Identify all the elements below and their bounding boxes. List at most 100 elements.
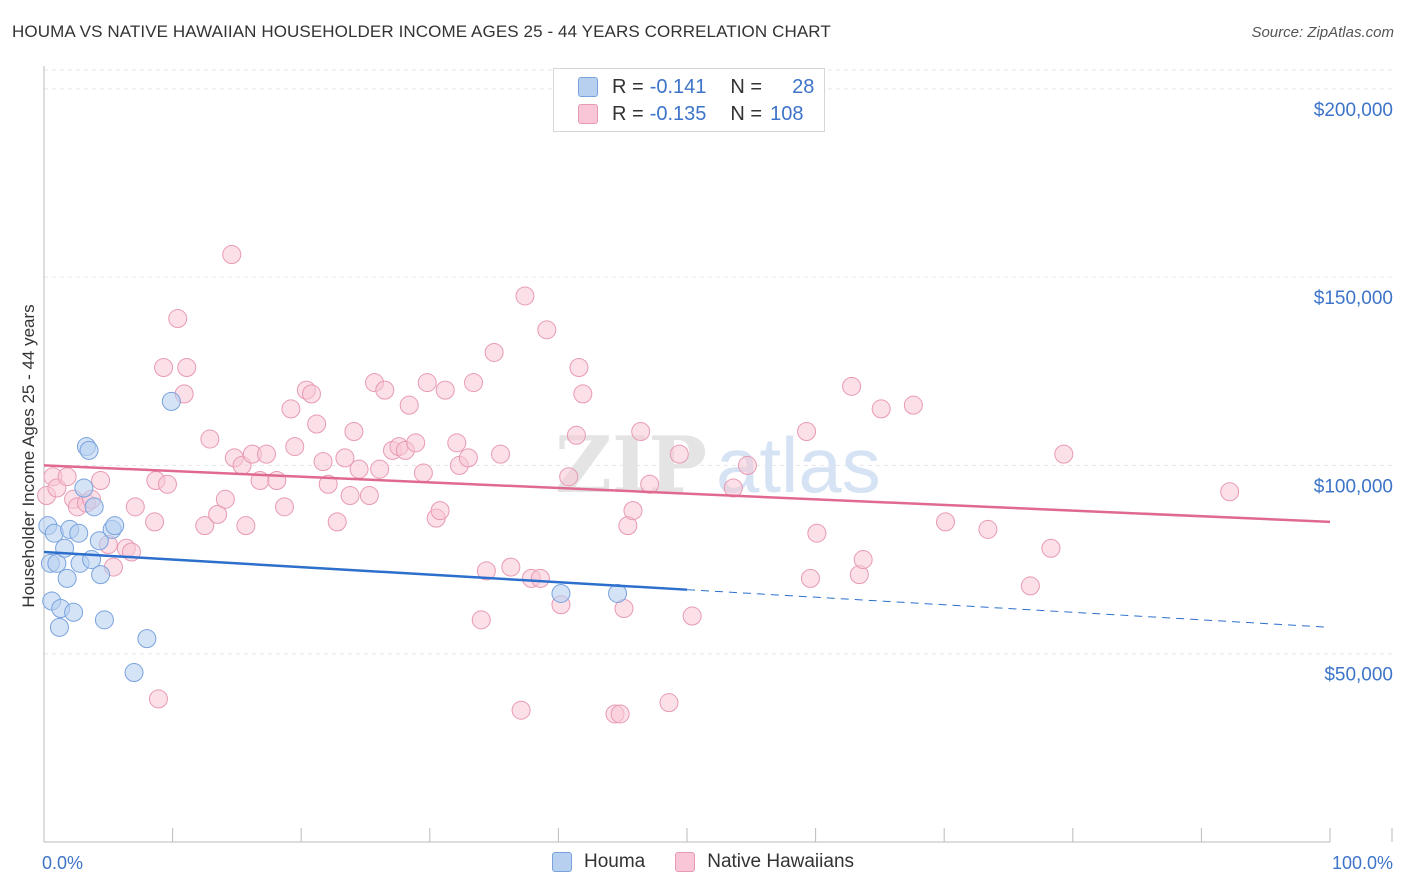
houma-point	[91, 565, 111, 585]
houma-point	[105, 516, 125, 536]
houma-point	[124, 663, 144, 683]
axes	[43, 66, 1393, 843]
native-hawaiians-point	[623, 501, 643, 521]
native-hawaiians-point	[476, 561, 496, 581]
native-hawaiians-point	[375, 380, 395, 400]
native-hawaiians-point	[430, 501, 450, 521]
native-hawaiians-point	[435, 380, 455, 400]
native-hawaiians-point	[978, 519, 998, 539]
native-hawaiians-point	[413, 463, 433, 483]
native-hawaiians-point	[511, 700, 531, 720]
y-tick-label: $150,000	[1314, 288, 1393, 309]
y-tick-label: $50,000	[1324, 665, 1393, 686]
native-hawaiians-point	[659, 693, 679, 713]
r-label: R =	[612, 75, 644, 98]
y-tick-labels: $50,000 $100,000 $150,000 $200,000	[1314, 100, 1393, 686]
native-hawaiians-point	[281, 399, 301, 419]
native-hawaiians-point	[530, 568, 550, 588]
native-hawaiians-point	[631, 422, 651, 442]
native-hawaiians-points	[37, 245, 1240, 724]
native-hawaiians-point	[327, 512, 347, 532]
native-hawaiians-point	[807, 523, 827, 543]
native-hawaiians-point	[335, 448, 355, 468]
native-hawaiians-point	[935, 512, 955, 532]
y-tick-label: $100,000	[1314, 476, 1393, 497]
native-hawaiians-point	[318, 474, 338, 494]
chart-title: HOUMA VS NATIVE HAWAIIAN HOUSEHOLDER INC…	[12, 22, 831, 41]
native-hawaiians-point	[464, 373, 484, 393]
native-hawaiians-point	[307, 414, 327, 434]
houma-point	[57, 568, 77, 588]
native-hawaiians-point	[491, 444, 511, 464]
houma-point	[84, 497, 104, 517]
trend-lines	[43, 464, 1331, 628]
native-hawaiians-point	[340, 486, 360, 506]
native-hawaiians-swatch	[578, 104, 598, 124]
y-axis-label: Householder Income Ages 25 - 44 years	[19, 304, 38, 607]
houma-trend-extension	[686, 589, 1331, 628]
native-hawaiians-point	[200, 429, 220, 449]
x-tick-label-max: 100.0%	[1332, 853, 1393, 873]
native-hawaiians-point	[417, 373, 437, 393]
native-hawaiians-point	[471, 610, 491, 630]
native-hawaiians-point	[236, 516, 256, 536]
houma-point	[551, 583, 571, 603]
x-tick-labels: 0.0% 100.0%	[42, 853, 1393, 873]
source-label: Source: ZipAtlas.com	[1251, 24, 1394, 41]
native-hawaiians-point	[208, 504, 228, 524]
native-hawaiians-point	[148, 689, 168, 709]
n-value: 108	[770, 102, 804, 125]
series-legend: Houma Native Hawaiians	[0, 851, 1406, 873]
native-hawaiians-point	[399, 395, 419, 415]
native-hawaiians-point	[274, 497, 294, 517]
native-hawaiians-point	[301, 384, 321, 404]
native-hawaiians-point	[797, 422, 817, 442]
native-hawaiians-point	[853, 550, 873, 570]
native-hawaiians-point	[723, 478, 743, 498]
n-label: N =	[730, 75, 763, 98]
houma-point	[79, 440, 99, 460]
native-hawaiians-point	[566, 425, 586, 445]
native-hawaiians-point	[800, 568, 820, 588]
native-hawaiians-point	[91, 470, 111, 490]
native-hawaiians-point	[569, 358, 589, 378]
correlation-legend: R = -0.141 N = 28 R = -0.135 N = 108	[553, 68, 825, 132]
native-hawaiians-point	[842, 376, 862, 396]
native-hawaiians-point	[537, 320, 557, 340]
native-hawaiians-point	[559, 467, 579, 487]
r-label: R =	[612, 102, 644, 125]
houma-point	[89, 531, 109, 551]
native-hawaiians-point	[610, 704, 630, 724]
native-hawaiians-point	[1020, 576, 1040, 596]
native-hawaiians-point	[1041, 538, 1061, 558]
native-hawaiians-point	[349, 459, 369, 479]
native-hawaiians-point	[215, 489, 235, 509]
native-hawaiians-trend-line	[43, 464, 1331, 524]
houma-point	[49, 617, 69, 637]
native-hawaiians-point	[57, 467, 77, 487]
houma-point	[137, 629, 157, 649]
native-hawaiians-point	[515, 286, 535, 306]
houma-points	[38, 391, 628, 683]
native-hawaiians-point	[157, 474, 177, 494]
houma-trend-line	[43, 550, 688, 591]
native-hawaiians-point	[195, 516, 215, 536]
native-hawaiians-point	[359, 486, 379, 506]
houma-swatch	[578, 77, 598, 97]
native-hawaiians-point	[458, 448, 478, 468]
native-hawaiians-point	[370, 459, 390, 479]
houma-point	[47, 553, 67, 573]
houma-point	[161, 391, 181, 411]
legend-row-native-hawaiians: R = -0.135 N = 108	[578, 101, 803, 127]
native-hawaiians-swatch	[675, 852, 696, 872]
native-hawaiians-point	[1220, 482, 1240, 502]
legend-item-houma: Houma	[551, 851, 646, 873]
houma-swatch	[551, 852, 572, 872]
legend-item-native-hawaiians: Native Hawaiians	[675, 851, 854, 873]
n-value: 28	[792, 75, 815, 98]
native-hawaiians-point	[682, 606, 702, 626]
legend-label-houma: Houma	[583, 851, 646, 872]
watermark: ZIP atlas	[555, 420, 881, 511]
native-hawaiians-point	[256, 444, 276, 464]
